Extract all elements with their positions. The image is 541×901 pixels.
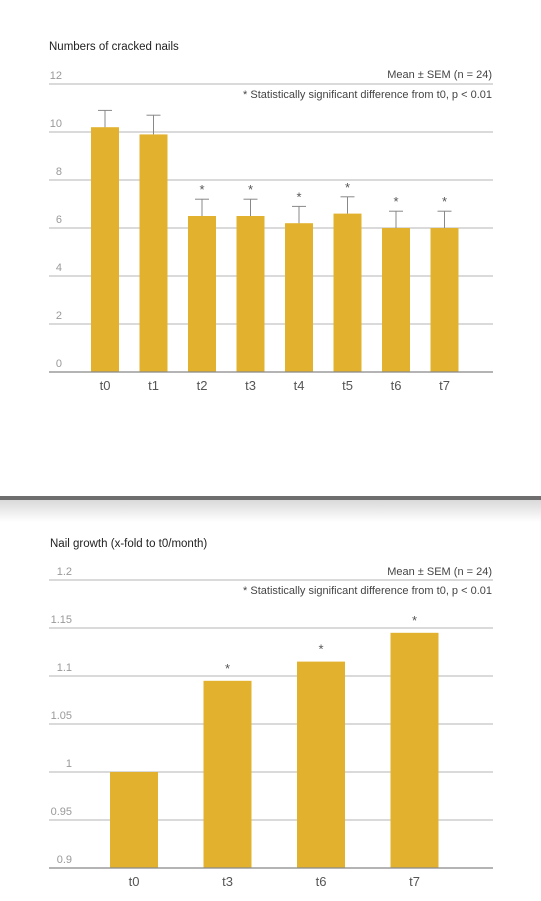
y-tick-label: 10 <box>50 118 62 130</box>
x-tick-label: t7 <box>409 874 420 889</box>
significance-asterisk: * <box>345 180 350 195</box>
chart-title: Nail growth (x-fold to t0/month) <box>50 538 207 550</box>
x-tick-label: t4 <box>294 378 305 393</box>
chart-title: Numbers of cracked nails <box>49 41 179 53</box>
bar <box>390 632 439 868</box>
y-tick-label: 1.2 <box>57 566 72 578</box>
nail-growth-chart-panel: Nail growth (x-fold to t0/month) Mean ± … <box>0 500 541 901</box>
bar <box>430 228 459 372</box>
panel-divider <box>0 496 541 500</box>
significance-asterisk: * <box>225 661 230 676</box>
y-tick-label: 1.05 <box>51 710 72 722</box>
divider-shadow <box>0 500 541 522</box>
significance-note: * Statistically significant difference f… <box>243 585 492 597</box>
y-tick-label: 4 <box>56 262 62 274</box>
x-tick-label: t2 <box>197 378 208 393</box>
significance-asterisk: * <box>318 642 323 657</box>
significance-asterisk: * <box>442 194 447 209</box>
cracked-nails-chart: Numbers of cracked nails Mean ± SEM (n =… <box>49 41 493 393</box>
bar <box>382 228 410 372</box>
x-tick-label: t6 <box>391 378 402 393</box>
bar <box>203 680 252 868</box>
significance-asterisk: * <box>412 613 417 628</box>
bar <box>110 772 158 868</box>
x-tick-label: t7 <box>439 378 450 393</box>
x-tick-label: t5 <box>342 378 353 393</box>
bar <box>333 213 362 372</box>
y-tick-label: 0.9 <box>57 854 72 866</box>
significance-note: * Statistically significant difference f… <box>243 89 492 101</box>
x-tick-label: t3 <box>222 874 233 889</box>
bar <box>236 216 265 372</box>
nail-growth-chart: Nail growth (x-fold to t0/month) Mean ± … <box>49 538 493 889</box>
y-tick-label: 1.1 <box>57 662 72 674</box>
x-tick-label: t6 <box>316 874 327 889</box>
cracked-nails-chart-panel: Numbers of cracked nails Mean ± SEM (n =… <box>49 41 493 393</box>
legend-text: Mean ± SEM (n = 24) <box>387 69 492 81</box>
y-tick-label: 1.15 <box>51 614 72 626</box>
chart-title-suffix: (x-fold to t0/month) <box>111 538 208 550</box>
y-tick-label: 0 <box>56 358 62 370</box>
bar <box>297 661 345 868</box>
bar <box>188 216 216 372</box>
x-tick-label: t0 <box>100 378 111 393</box>
bar <box>139 134 168 372</box>
x-tick-label: t0 <box>129 874 140 889</box>
y-tick-label: 0.95 <box>51 806 72 818</box>
x-tick-label: t3 <box>245 378 256 393</box>
y-tick-label: 6 <box>56 214 62 226</box>
significance-asterisk: * <box>199 182 204 197</box>
y-tick-label: 8 <box>56 166 62 178</box>
legend-text: Mean ± SEM (n = 24) <box>387 566 492 578</box>
y-tick-label: 2 <box>56 310 62 322</box>
significance-asterisk: * <box>296 189 301 204</box>
bar <box>91 127 119 372</box>
significance-asterisk: * <box>248 182 253 197</box>
chart-title-main: Nail growth <box>50 538 108 550</box>
y-tick-label: 12 <box>50 70 62 82</box>
significance-asterisk: * <box>393 194 398 209</box>
x-tick-label: t1 <box>148 378 159 393</box>
y-tick-label: 1 <box>66 758 72 770</box>
bar <box>285 223 313 372</box>
